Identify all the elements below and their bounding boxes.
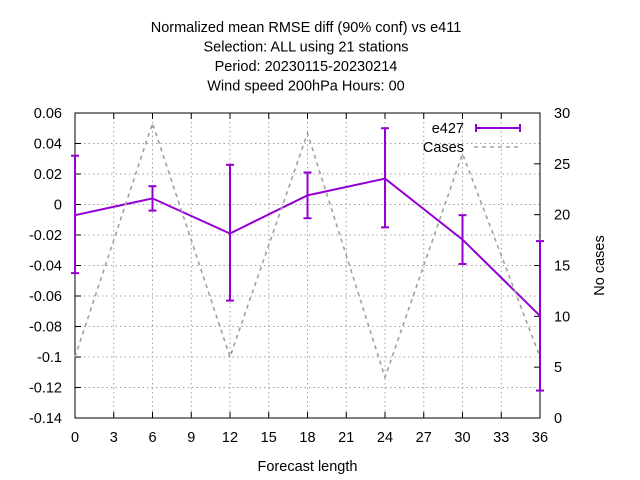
x-tick-label: 30	[454, 430, 470, 446]
y-tick-label: 0.02	[34, 167, 62, 183]
x-tick-label: 15	[261, 430, 277, 446]
x-tick-label: 12	[222, 430, 238, 446]
legend-label: Cases	[423, 140, 464, 156]
grid	[75, 113, 540, 418]
x-tick-label: 33	[493, 430, 509, 446]
data-point	[73, 213, 77, 217]
y2-tick-label: 30	[554, 106, 570, 122]
x-tick-label: 6	[148, 430, 156, 446]
data-point	[306, 194, 309, 197]
y2-tick-label: 5	[554, 360, 562, 376]
series	[71, 120, 544, 392]
x-tick-label: 36	[532, 430, 548, 446]
x-tick-label: 9	[187, 430, 195, 446]
y-tick-label: -0.06	[29, 289, 62, 305]
y-tick-label: -0.04	[29, 259, 62, 275]
x-tick-label: 3	[110, 430, 118, 446]
x-tick-label: 0	[71, 430, 79, 446]
data-point	[228, 232, 232, 235]
y-tick-label: -0.12	[29, 381, 62, 397]
y2-tick-label: 15	[554, 259, 570, 275]
y2-tick-label: 20	[554, 208, 570, 224]
x-tick-label: 27	[416, 430, 432, 446]
title-line: Wind speed 200hPa Hours: 00	[207, 79, 405, 95]
y-tick-label: -0.08	[29, 320, 62, 336]
y2-axis: 0 5 10 15 20 25 30	[534, 106, 570, 427]
title-line: Normalized mean RMSE diff (90% conf) vs …	[151, 20, 462, 36]
legend-label: e427	[432, 121, 464, 137]
x-axis-label: Forecast length	[258, 459, 358, 475]
y-tick-label: -0.1	[37, 350, 62, 366]
x-tick-label: 18	[299, 430, 315, 446]
y-axis: -0.14 -0.12 -0.1 -0.08 -0.06 -0.04 -0.02 0 0.02 0…	[29, 106, 81, 427]
y-tick-label: 0.04	[34, 137, 62, 153]
chart-title: Normalized mean RMSE diff (90% conf) vs …	[151, 20, 462, 95]
y2-tick-label: 25	[554, 157, 570, 173]
data-point	[151, 197, 154, 200]
y-tick-label: 0.06	[34, 106, 62, 122]
y-tick-label: 0	[54, 198, 62, 214]
y2-tick-label: 10	[554, 309, 570, 325]
y-tick-label: -0.02	[29, 228, 62, 244]
data-point	[461, 238, 464, 241]
y2-axis-label: No cases	[592, 235, 608, 295]
y-tick-label: -0.14	[29, 411, 62, 427]
series-line-cases	[74, 120, 541, 380]
x-tick-label: 24	[377, 430, 393, 446]
title-line: Selection: ALL using 21 stations	[203, 40, 408, 56]
title-line: Period: 20230115-20230214	[215, 59, 398, 75]
x-tick-label: 21	[338, 430, 354, 446]
legend: e427 Cases	[423, 121, 521, 156]
x-axis: 0 3 6 9 12 15 18 21 24 27 30 33 36	[71, 113, 548, 446]
y2-tick-label: 0	[554, 411, 562, 427]
data-point	[383, 177, 387, 180]
data-point	[538, 314, 542, 318]
